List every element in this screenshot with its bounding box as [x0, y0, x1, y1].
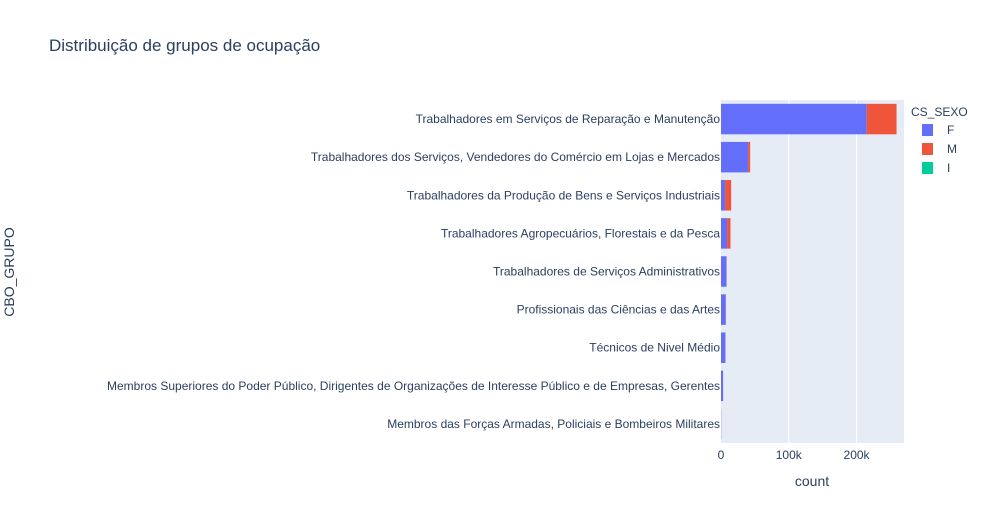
category-label-profissionais-das-ciencias-e-das-artes: Profissionais das Ciências e das Artes: [517, 303, 720, 317]
legend-label-m[interactable]: M: [947, 142, 957, 156]
bars: [721, 103, 897, 440]
gridlines: [788, 100, 858, 443]
bar-f-membros-superiores-do-poder-publico-dirigentes-de-organizacoes-de-interesse-publico-e-de-empresas-gerentes[interactable]: [721, 370, 724, 402]
bar-m-trabalhadores-em-servicos-de-reparacao-e-manutencao[interactable]: [866, 103, 897, 135]
x-tick-label-1: 100k: [776, 448, 803, 462]
category-label-trabalhadores-agropecuarios-florestais-e-da-pesca: Trabalhadores Agropecuários, Florestais …: [441, 226, 720, 240]
plot-area: [721, 100, 904, 443]
legend-label-f[interactable]: F: [947, 123, 954, 137]
y-axis-title: CBO_GRUPO: [1, 227, 17, 317]
bar-m-trabalhadores-da-producao-de-bens-e-servicos-industriais[interactable]: [725, 180, 732, 211]
category-label-trabalhadores-de-servicos-administrativos: Trabalhadores de Serviços Administrativo…: [493, 265, 720, 279]
chart-title: Distribuição de grupos de ocupação: [49, 36, 320, 55]
bar-f-tecnicos-de-nivel-medio[interactable]: [721, 332, 726, 363]
category-labels: Trabalhadores em Serviços de Reparação e…: [107, 112, 720, 431]
bar-m-trabalhadores-dos-servicos-vendedores-do-comercio-em-lojas-e-mercados[interactable]: [748, 141, 751, 173]
category-label-tecnicos-de-nivel-medio: Técnicos de Nivel Médio: [589, 341, 720, 355]
legend-swatch-i[interactable]: [922, 162, 933, 174]
bar-f-trabalhadores-dos-servicos-vendedores-do-comercio-em-lojas-e-mercados[interactable]: [721, 141, 749, 173]
bar-f-trabalhadores-em-servicos-de-reparacao-e-manutencao[interactable]: [721, 103, 867, 135]
legend-title: CS_SEXO: [911, 105, 968, 119]
legend[interactable]: CS_SEXO FMI: [911, 105, 968, 175]
bar-f-profissionais-das-ciencias-e-das-artes[interactable]: [721, 294, 726, 325]
category-label-membros-superiores-do-poder-publico-dirigentes-de-organizacoes-de-interesse-publico-e-de-empresas-gerentes: Membros Superiores do Poder Público, Dir…: [107, 379, 720, 393]
category-label-membros-das-forcas-armadas-policiais-e-bombeiros-militares: Membros das Forças Armadas, Policiais e …: [387, 417, 720, 431]
x-axis-title: count: [795, 473, 829, 489]
legend-swatch-m[interactable]: [922, 143, 933, 155]
legend-label-i[interactable]: I: [947, 161, 950, 175]
x-tick-label-0: 0: [718, 448, 725, 462]
x-tick-label-2: 200k: [844, 448, 871, 462]
bar-f-trabalhadores-agropecuarios-florestais-e-da-pesca[interactable]: [721, 218, 728, 249]
category-label-trabalhadores-da-producao-de-bens-e-servicos-industriais: Trabalhadores da Produção de Bens e Serv…: [407, 188, 720, 202]
legend-swatch-f[interactable]: [922, 124, 933, 136]
bar-f-trabalhadores-da-producao-de-bens-e-servicos-industriais[interactable]: [721, 180, 726, 211]
bar-f-trabalhadores-de-servicos-administrativos[interactable]: [721, 256, 727, 287]
category-label-trabalhadores-em-servicos-de-reparacao-e-manutencao: Trabalhadores em Serviços de Reparação e…: [416, 112, 721, 126]
x-tick-labels: 0 100k 200k: [718, 448, 871, 462]
bar-m-trabalhadores-agropecuarios-florestais-e-da-pesca[interactable]: [727, 218, 731, 249]
category-label-trabalhadores-dos-servicos-vendedores-do-comercio-em-lojas-e-mercados: Trabalhadores dos Serviços, Vendedores d…: [311, 150, 720, 164]
